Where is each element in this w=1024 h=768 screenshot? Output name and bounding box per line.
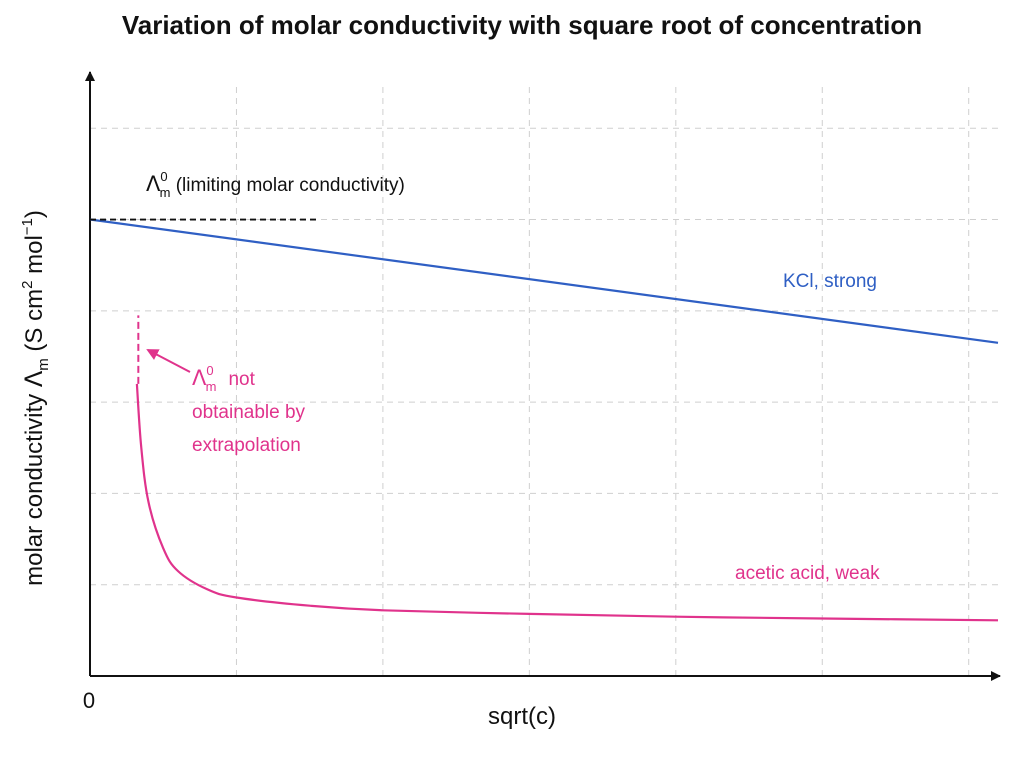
series-label-kcl: KCl, strong — [783, 271, 877, 292]
svg-text:obtainable by: obtainable by — [192, 402, 306, 423]
annotation-arrow — [146, 349, 191, 373]
series-line-acetic-acid — [135, 383, 999, 622]
y-axis-label: molar conductivity Λm (S cm2 mol−1) — [19, 210, 52, 586]
limiting-conductivity-label: Λ0 m (limiting molar conductivity) — [146, 169, 405, 200]
gridlines — [90, 86, 998, 676]
chart-title: Variation of molar conductivity with squ… — [122, 10, 922, 40]
svg-text:extrapolation: extrapolation — [192, 435, 301, 456]
x-axis-label: sqrt(c) — [488, 703, 556, 730]
series-label-acetic-acid: acetic acid, weak — [735, 563, 880, 584]
series-line-kcl — [89, 218, 999, 344]
weak-extrapolation-note: Λ0 m not obtainable by extrapolation — [192, 363, 306, 456]
x-tick-label: 0 — [83, 688, 95, 713]
